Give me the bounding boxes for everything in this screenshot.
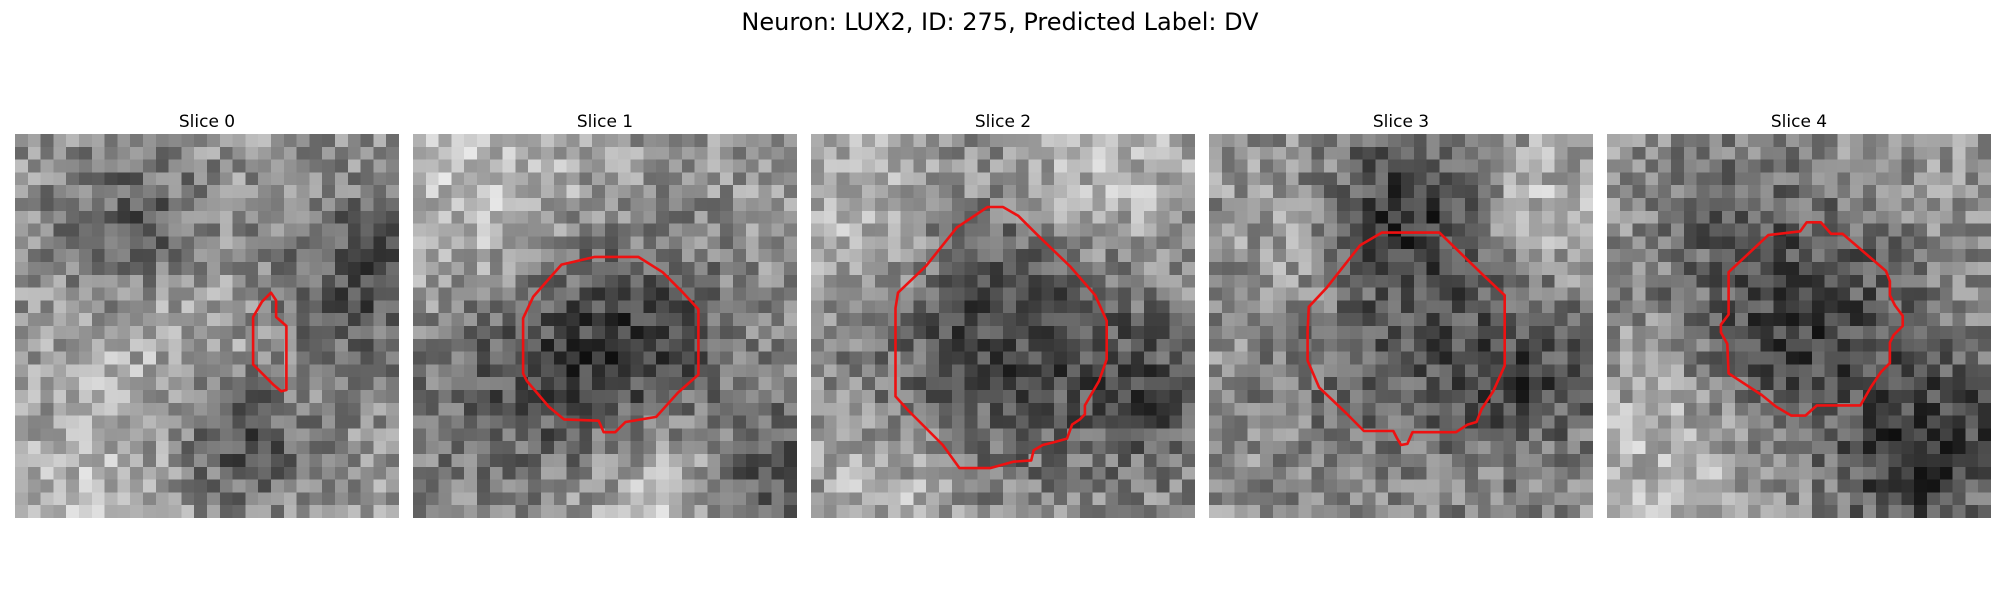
figure-title: Neuron: LUX2, ID: 275, Predicted Label: … — [741, 8, 1259, 36]
segmentation-outline — [894, 205, 1109, 470]
slice-title: Slice 0 — [178, 112, 236, 132]
segmentation-outline — [521, 255, 700, 434]
slice-title: Slice 1 — [576, 112, 634, 132]
segmentation-outline — [251, 291, 288, 393]
slice-image — [413, 134, 797, 518]
segmentation-outline — [1719, 221, 1905, 417]
segmentation-outline — [1306, 231, 1507, 447]
slice-image — [15, 134, 399, 518]
pixel-grid — [15, 134, 399, 518]
slice-title: Slice 2 — [974, 112, 1032, 132]
slice-image — [1209, 134, 1593, 518]
pixel-grid — [811, 134, 1195, 518]
slice-title: Slice 4 — [1770, 112, 1828, 132]
slice-image — [811, 134, 1195, 518]
pixel-grid — [1607, 134, 1991, 518]
pixel-grid — [413, 134, 797, 518]
slice-title: Slice 3 — [1372, 112, 1430, 132]
slice-image — [1607, 134, 1991, 518]
pixel-grid — [1209, 134, 1593, 518]
